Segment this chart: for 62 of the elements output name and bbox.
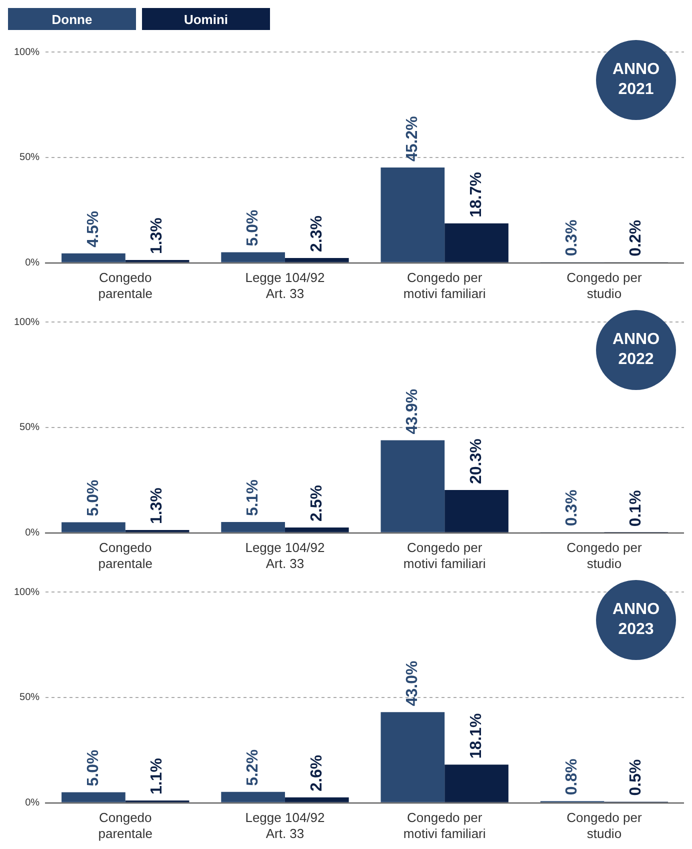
data-label: 5.0%: [84, 750, 102, 786]
y-tick-label: 0%: [25, 528, 40, 539]
data-label: 0.5%: [628, 759, 645, 796]
x-tick-label: Congedo parentale: [98, 810, 152, 841]
x-tick-label: Congedo per motivi familiari: [403, 540, 486, 571]
y-tick-label: 100%: [14, 586, 40, 598]
data-label: 20.3%: [468, 438, 485, 484]
bar: [62, 522, 126, 532]
x-tick-label: Congedo per studio: [566, 540, 642, 571]
y-tick-label: 100%: [14, 46, 40, 58]
bar: [380, 440, 445, 532]
x-tick-label: Legge 104/92 Art. 33: [245, 270, 325, 301]
data-label: 0.3%: [564, 220, 581, 256]
x-tick-label: Congedo parentale: [98, 270, 152, 301]
data-label: 0.2%: [628, 220, 645, 256]
y-tick-label: 0%: [25, 258, 40, 269]
y-tick-label: 50%: [20, 152, 40, 164]
text: Uomini: [142, 8, 270, 30]
data-label: 5.1%: [244, 480, 262, 516]
data-label: 2.5%: [308, 485, 326, 522]
x-tick-label: Congedo per studio: [566, 810, 642, 841]
bar: [284, 258, 349, 262]
x-tick-label: Legge 104/92 Art. 33: [245, 540, 325, 571]
y-tick-label: 50%: [20, 422, 40, 434]
data-label: 18.7%: [468, 172, 485, 218]
data-label: 0.1%: [628, 490, 645, 527]
bar: [444, 490, 508, 532]
bar: [380, 168, 445, 262]
data-label: 0.8%: [564, 758, 581, 796]
data-label: 2.6%: [308, 754, 326, 792]
data-label: 4.5%: [84, 210, 102, 248]
bar: [380, 712, 445, 802]
x-tick-label: Congedo per motivi familiari: [403, 270, 486, 301]
x-tick-label: Congedo per studio: [566, 270, 642, 301]
bar: [221, 522, 285, 532]
data-label: 2.3%: [308, 215, 326, 252]
y-tick-label: 100%: [14, 316, 40, 328]
data-label: 43.0%: [404, 660, 422, 706]
data-label: 1.3%: [148, 488, 166, 524]
bar: [284, 797, 349, 802]
y-tick-label: 0%: [25, 798, 40, 809]
text: Donne: [8, 8, 136, 30]
data-label: 5.2%: [244, 749, 262, 786]
data-label: 43.9%: [404, 388, 422, 434]
data-label: 18.1%: [468, 713, 485, 759]
bar: [62, 253, 126, 262]
y-tick-label: 50%: [20, 692, 40, 704]
x-tick-label: Legge 104/92 Art. 33: [245, 810, 325, 841]
bar: [284, 528, 349, 532]
data-label: 5.0%: [84, 480, 102, 516]
data-label: 1.1%: [148, 758, 166, 794]
bar: [221, 252, 285, 262]
x-tick-label: Congedo per motivi familiari: [403, 810, 486, 841]
bar: [221, 792, 285, 802]
data-label: 0.3%: [564, 490, 581, 526]
data-label: 45.2%: [404, 116, 422, 162]
bar: [444, 223, 508, 262]
bar: [444, 764, 508, 802]
data-label: 1.3%: [148, 218, 166, 254]
x-tick-label: Congedo parentale: [98, 540, 152, 571]
bar: [62, 792, 126, 802]
data-label: 5.0%: [244, 210, 262, 246]
